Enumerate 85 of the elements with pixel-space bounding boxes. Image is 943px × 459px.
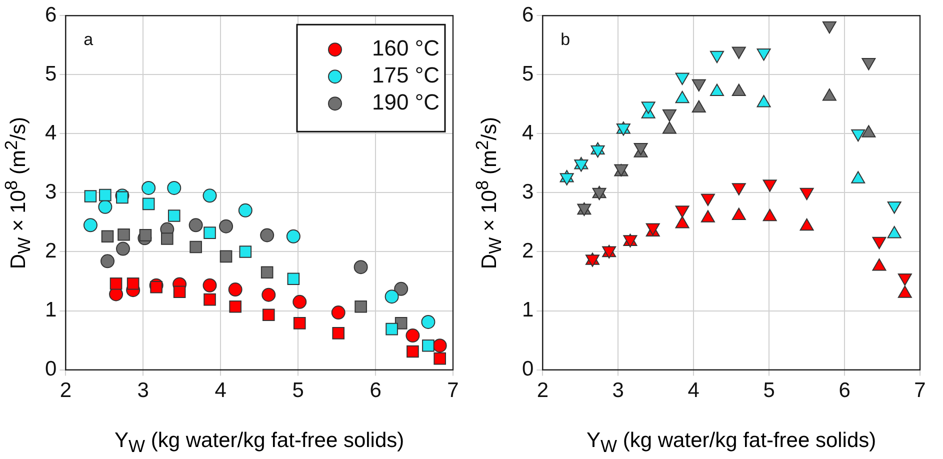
point <box>331 306 346 320</box>
point <box>354 260 368 274</box>
y-tick-label: 1 <box>44 298 57 322</box>
point <box>168 210 180 222</box>
point <box>239 246 252 258</box>
point <box>110 277 122 290</box>
point <box>262 288 276 302</box>
point <box>150 280 162 294</box>
legend-label: 175 °C <box>372 62 440 88</box>
point <box>422 339 434 352</box>
point <box>99 188 112 202</box>
x-tick-label: 5 <box>763 379 775 402</box>
annotation: b <box>560 30 570 49</box>
point <box>116 191 128 204</box>
point <box>190 240 202 254</box>
legend-label: 160 °C <box>372 36 440 61</box>
x-tick-label: 2 <box>536 379 549 402</box>
x-tick-label: 6 <box>370 379 382 402</box>
point <box>384 290 399 304</box>
y-tick-label: 1 <box>522 298 534 322</box>
point <box>100 254 115 268</box>
point <box>293 317 306 330</box>
point <box>292 294 307 309</box>
point <box>126 277 140 290</box>
y-tick-label: 4 <box>522 121 534 144</box>
point <box>229 300 242 313</box>
point <box>202 278 217 292</box>
x-tick-label: 7 <box>447 379 459 402</box>
annotation: a <box>84 30 94 49</box>
legend-label: 190 °C <box>372 90 440 115</box>
x-axis-title: Y$_{W}$ (kg water/kg fat-free solids) <box>586 428 876 457</box>
point <box>116 242 130 256</box>
point <box>118 228 130 241</box>
point <box>139 229 152 242</box>
point <box>394 282 408 296</box>
point <box>406 328 420 343</box>
point <box>142 198 155 210</box>
point <box>432 338 447 353</box>
y-tick-label: 4 <box>44 121 57 144</box>
y-tick-label: 3 <box>44 180 57 204</box>
x-tick-label: 4 <box>688 379 700 402</box>
y-tick-label: 2 <box>522 240 534 263</box>
point <box>406 345 419 358</box>
x-tick-label: 3 <box>612 379 624 402</box>
point <box>354 300 367 313</box>
x-tick-label: 4 <box>214 379 227 402</box>
point <box>219 219 234 234</box>
y-tick-label: 2 <box>44 240 57 263</box>
point <box>260 228 274 242</box>
point <box>101 230 114 243</box>
y-tick-label: 5 <box>44 62 57 86</box>
x-axis-title: Y$_{W}$ (kg water/kg fat-free solids) <box>114 428 404 457</box>
point <box>83 218 98 232</box>
point <box>220 250 232 263</box>
y-tick-label: 0 <box>44 358 57 381</box>
point <box>386 322 398 336</box>
point <box>167 180 182 195</box>
point <box>262 308 275 322</box>
point <box>173 286 186 298</box>
point <box>202 188 217 203</box>
point <box>188 218 203 232</box>
x-tick-label: 2 <box>60 379 72 402</box>
y-tick-label: 3 <box>522 180 534 204</box>
point <box>434 352 446 365</box>
x-tick-label: 6 <box>838 379 850 402</box>
point <box>421 314 436 329</box>
x-tick-label: 7 <box>914 379 926 402</box>
point <box>286 229 300 244</box>
y-tick-label: 6 <box>44 3 57 26</box>
point <box>204 226 216 239</box>
y-tick-label: 0 <box>522 358 534 381</box>
point <box>204 293 216 306</box>
x-tick-label: 5 <box>292 379 304 402</box>
y-tick-label: 5 <box>522 62 534 86</box>
point <box>332 327 345 340</box>
point <box>228 282 242 297</box>
point <box>260 266 274 279</box>
point <box>84 190 97 202</box>
x-tick-label: 3 <box>137 379 149 402</box>
point <box>98 200 112 214</box>
point <box>287 272 300 286</box>
point <box>142 180 156 195</box>
point <box>161 232 174 245</box>
y-tick-label: 6 <box>522 3 534 26</box>
point <box>238 203 252 218</box>
